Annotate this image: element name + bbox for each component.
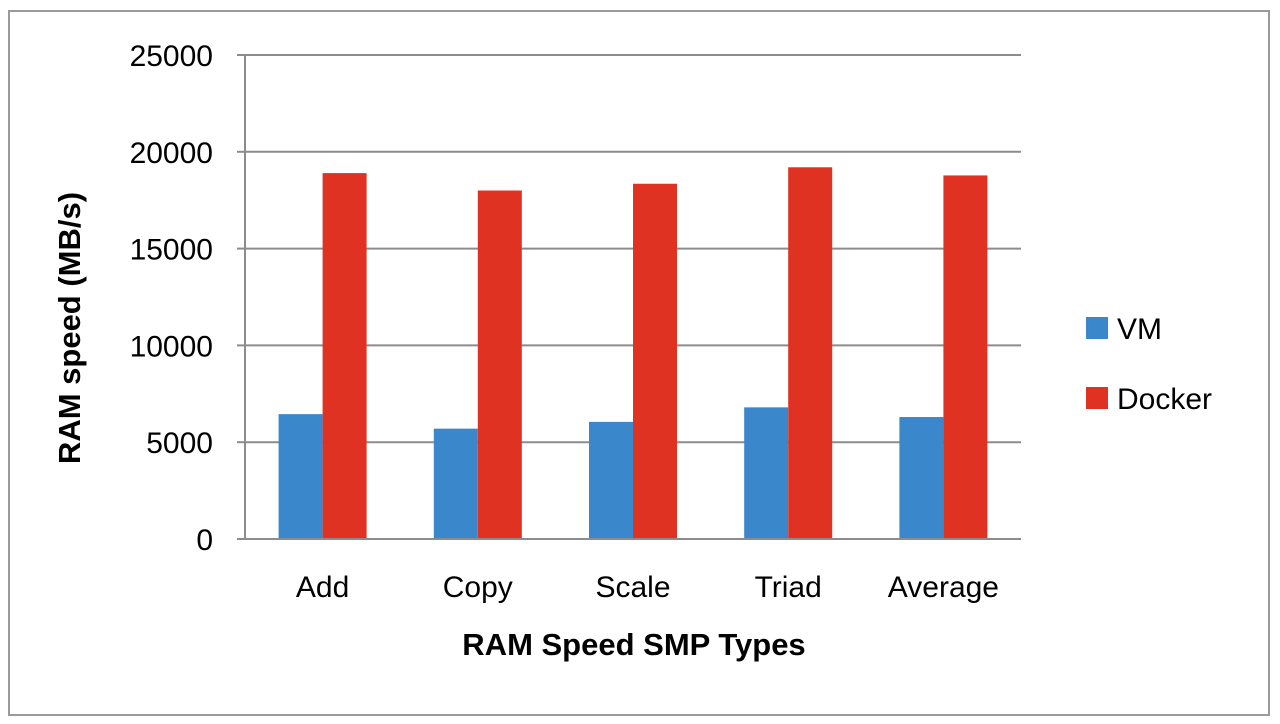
legend-label-docker: Docker [1117, 383, 1212, 416]
bar-docker-add [322, 173, 367, 539]
x-tick-label: Add [296, 571, 349, 604]
y-tick-label: 25000 [130, 40, 213, 73]
x-tick-label: Average [888, 571, 999, 604]
y-tick-label: 10000 [130, 330, 213, 363]
y-axis-title: RAM speed (MB/s) [52, 192, 87, 464]
bars [278, 167, 988, 540]
legend: VM Docker [1086, 313, 1212, 416]
y-tick-label: 20000 [130, 137, 213, 170]
y-axis-ticks: 0 5000 10000 15000 20000 25000 [130, 40, 245, 557]
y-tick-label: 5000 [146, 427, 213, 460]
bar-docker-average [943, 175, 988, 540]
bar-docker-scale [633, 183, 677, 539]
y-tick-label: 15000 [130, 234, 213, 267]
legend-swatch-docker [1086, 387, 1108, 409]
bar-docker-copy [477, 190, 522, 539]
bar-docker-triad [788, 167, 833, 539]
y-tick-label: 0 [196, 524, 213, 557]
x-tick-label: Copy [443, 571, 513, 604]
bar-vm-average [899, 417, 944, 539]
legend-swatch-vm [1086, 317, 1108, 339]
x-axis-ticks: Add Copy Scale Triad Average [296, 571, 999, 604]
x-tick-label: Scale [595, 571, 670, 604]
x-tick-label: Triad [755, 571, 822, 604]
bar-vm-copy [433, 428, 478, 539]
bar-vm-triad [744, 407, 789, 539]
legend-label-vm: VM [1117, 313, 1162, 346]
bar-vm-scale [589, 421, 633, 539]
bar-vm-add [278, 414, 323, 539]
x-axis-title: RAM Speed SMP Types [462, 627, 805, 662]
